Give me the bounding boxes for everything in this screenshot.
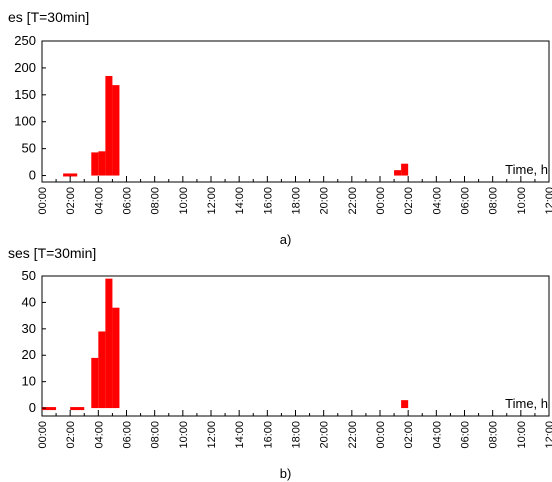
x-tick-label: 10:00 [516,187,528,215]
x-tick-label: 10:00 [178,187,190,215]
x-tick-label: 20:00 [319,421,331,449]
x-axis-label: Time, h [505,396,548,411]
x-tick-label: 06:00 [460,187,472,215]
x-tick-label: 22:00 [347,421,359,449]
x-tick-label: 20:00 [319,187,331,215]
bar [91,152,99,176]
chart-title: ses [T=30min] [8,245,96,261]
x-tick-label: 14:00 [234,187,246,215]
x-tick-label: 14:00 [234,421,246,449]
bar [63,173,78,177]
x-tick-label: 04:00 [93,187,105,215]
y-tick-label: 50 [22,268,36,283]
x-tick-label: 02:00 [65,187,77,215]
chart-title: es [T=30min] [8,9,89,25]
x-tick-label: 02:00 [403,187,415,215]
x-tick-label: 06:00 [122,187,134,215]
bar [401,163,409,176]
y-tick-label: 250 [14,33,36,48]
x-tick-label: 04:00 [93,421,105,449]
x-tick-label: 00:00 [37,187,49,215]
chart-panel-2: ses [T=30min] 0 10 20 30 40 50 00:00 02:00 04:00 0… [8,245,552,481]
panel-label: b) [280,466,292,481]
bar [98,331,106,409]
y-tick-label: 150 [14,87,36,102]
x-axis-label: Time, h [505,162,548,177]
x-tick-label: 16:00 [262,187,274,215]
x-tick-label: 18:00 [291,187,303,215]
x-tick-label: 12:00 [206,421,218,449]
bar [394,170,402,176]
x-tick-label: 00:00 [375,187,387,215]
x-tick-label: 10:00 [178,421,190,449]
x-tick-label: 06:00 [460,421,472,449]
y-tick-label: 0 [29,400,36,415]
y-tick-label: 10 [22,374,36,389]
bar [91,357,99,409]
bar [105,75,113,176]
bar [112,307,120,409]
y-tick-label: 30 [22,321,36,336]
x-tick-label: 16:00 [262,421,274,449]
y-tick-label: 200 [14,60,36,75]
y-tick-label: 40 [22,294,36,309]
panel-label: a) [280,232,292,247]
x-tick-label: 12:00 [544,421,552,449]
y-tick-label: 20 [22,347,36,362]
x-tick-label: 12:00 [544,187,552,215]
x-tick-label: 04:00 [431,187,443,215]
x-tick-label: 04:00 [431,421,443,449]
y-tick-label: 0 [29,168,36,183]
bar [401,400,409,409]
bar [98,151,106,176]
x-tick-label: 06:00 [122,421,134,449]
x-tick-label: 02:00 [65,421,77,449]
x-tick-label: 08:00 [488,421,500,449]
x-tick-label: 22:00 [347,187,359,215]
x-tick-label: 08:00 [150,421,162,449]
x-tick-label: 12:00 [206,187,218,215]
x-tick-label: 18:00 [291,421,303,449]
x-tick-label: 02:00 [403,421,415,449]
x-tick-label: 08:00 [488,187,500,215]
x-tick-label: 08:00 [150,187,162,215]
bar [105,278,113,409]
x-tick-label: 10:00 [516,421,528,449]
chart-panel-1: es [T=30min] 0 50 100 150 200 250 00:00 02:00 04:… [8,9,552,247]
x-tick-label: 00:00 [37,421,49,449]
y-tick-label: 50 [22,141,36,156]
bar [70,407,85,411]
y-tick-label: 100 [14,114,36,129]
bar [49,407,57,411]
x-tick-label: 00:00 [375,421,387,449]
bar [112,85,120,176]
